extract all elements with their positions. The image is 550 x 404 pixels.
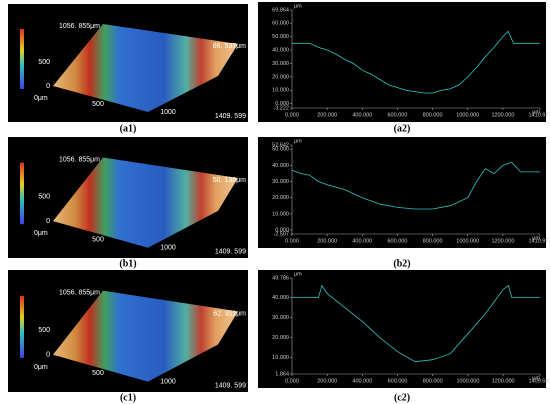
x-tick-label: 1409.599 — [529, 378, 550, 384]
x-tick-label: 0.000 — [285, 378, 299, 384]
y-tick-label: 20.000 — [272, 195, 289, 201]
color-bar — [20, 162, 24, 225]
unit-label: μm — [294, 138, 302, 144]
unit-label: μm — [532, 109, 540, 115]
axis-label: 500 — [38, 59, 50, 66]
axis-label: 1000 — [160, 379, 176, 386]
y-tick-label: 30.000 — [272, 179, 289, 185]
x-tick-label: 200.000 — [317, 112, 337, 118]
x-tick-label: 0.000 — [285, 238, 299, 244]
axis-label: 1000 — [160, 245, 176, 252]
axis-label: 1000 — [160, 109, 176, 116]
axis-label: 0 — [46, 83, 50, 90]
axis-label: 500 — [38, 193, 50, 200]
y-tick-label: 40.000 — [272, 163, 289, 169]
caption: (c2) — [394, 392, 410, 403]
axis-label: 1409. 599 — [215, 383, 246, 390]
axis-label: 0μm — [34, 95, 48, 102]
axis-label: 62. 911μm — [213, 310, 246, 317]
y-tick-label: 30.000 — [272, 315, 289, 321]
y-tick-label: -2.507 — [273, 231, 289, 237]
surface-render — [53, 290, 238, 382]
y-tick-label: 0.000 — [275, 227, 289, 233]
y-tick-label: 52.642 — [272, 142, 289, 148]
profile-panel — [258, 2, 546, 122]
y-tick-label: 30.000 — [272, 61, 289, 67]
y-tick-label: 0.000 — [275, 101, 289, 107]
caption: (a2) — [394, 123, 411, 134]
y-tick-label: 10.000 — [272, 88, 289, 94]
axis-label: 500 — [92, 101, 104, 108]
x-tick-label: 600.000 — [388, 378, 408, 384]
color-bar — [20, 29, 24, 89]
y-tick-label: 49.786 — [272, 275, 289, 281]
x-tick-label: 1000.000 — [456, 238, 479, 244]
caption: (c1) — [120, 392, 136, 403]
x-tick-label: 1410.977 — [529, 112, 550, 118]
y-tick-label: 10.000 — [272, 355, 289, 361]
profile-line — [291, 161, 540, 210]
x-tick-label: 400.000 — [352, 238, 372, 244]
y-tick-label: 69.864 — [272, 7, 289, 13]
x-tick-label: 200.000 — [317, 378, 337, 384]
profile-panel — [258, 270, 546, 388]
y-tick-label: 10.000 — [272, 211, 289, 217]
x-tick-label: 1200.000 — [492, 378, 515, 384]
caption: (b1) — [119, 258, 136, 269]
unit-label: μm — [532, 235, 540, 241]
x-tick-label: 1410.977 — [529, 238, 550, 244]
x-tick-label: 1000.000 — [456, 112, 479, 118]
axis-label: 0μm — [34, 230, 48, 237]
x-tick-label: 400.000 — [352, 112, 372, 118]
profile-line — [292, 284, 540, 363]
axis-label: 66. 537μm — [213, 43, 246, 50]
y-tick-label: 40.000 — [272, 295, 289, 301]
axis-label: 1056. 855μm — [59, 290, 100, 297]
y-tick-label: 20.000 — [272, 74, 289, 80]
unit-label: μm — [532, 375, 540, 381]
y-tick-label: 50.000 — [272, 34, 289, 40]
axis-label: 1409. 599 — [215, 113, 246, 120]
x-tick-label: 800.000 — [423, 238, 443, 244]
x-tick-label: 200.000 — [317, 238, 337, 244]
x-tick-label: 1200.000 — [491, 112, 514, 118]
axis-label: 50. 136μm — [213, 177, 246, 184]
axis-label: 500 — [92, 236, 104, 243]
axis-label: 0 — [46, 352, 50, 359]
axis-label: 1056. 855μm — [59, 156, 100, 163]
y-tick-label: 60.000 — [272, 21, 289, 27]
x-tick-label: 800.000 — [423, 112, 443, 118]
axis-label: 500 — [92, 370, 104, 377]
x-tick-label: 600.000 — [388, 112, 408, 118]
y-tick-label: 50.000 — [272, 147, 289, 153]
axis-label: 1409. 599 — [215, 249, 246, 256]
x-tick-label: 1200.000 — [491, 238, 514, 244]
surface-render — [53, 24, 238, 112]
unit-label: μm — [294, 271, 302, 277]
profile-line — [292, 30, 540, 94]
x-tick-label: 800.000 — [423, 378, 443, 384]
y-tick-label: 1.864 — [275, 371, 289, 377]
axis-label: 1056. 855μm — [59, 23, 100, 30]
caption: (b2) — [393, 258, 410, 269]
color-bar — [20, 295, 24, 358]
profile-panel — [258, 137, 546, 248]
axis-label: 500 — [38, 327, 50, 334]
x-tick-label: 400.000 — [352, 378, 372, 384]
y-tick-label: -3.222 — [273, 105, 289, 111]
y-tick-label: 40.000 — [272, 47, 289, 53]
axis-label: 0 — [46, 218, 50, 225]
x-tick-label: 600.000 — [388, 238, 408, 244]
y-tick-label: 20.000 — [272, 335, 289, 341]
x-tick-label: 0.000 — [285, 112, 299, 118]
unit-label: μm — [294, 3, 302, 9]
x-tick-label: 1000.000 — [456, 378, 479, 384]
axis-label: 0μm — [34, 364, 48, 371]
caption: (a1) — [120, 123, 137, 134]
surface-render — [53, 157, 238, 248]
